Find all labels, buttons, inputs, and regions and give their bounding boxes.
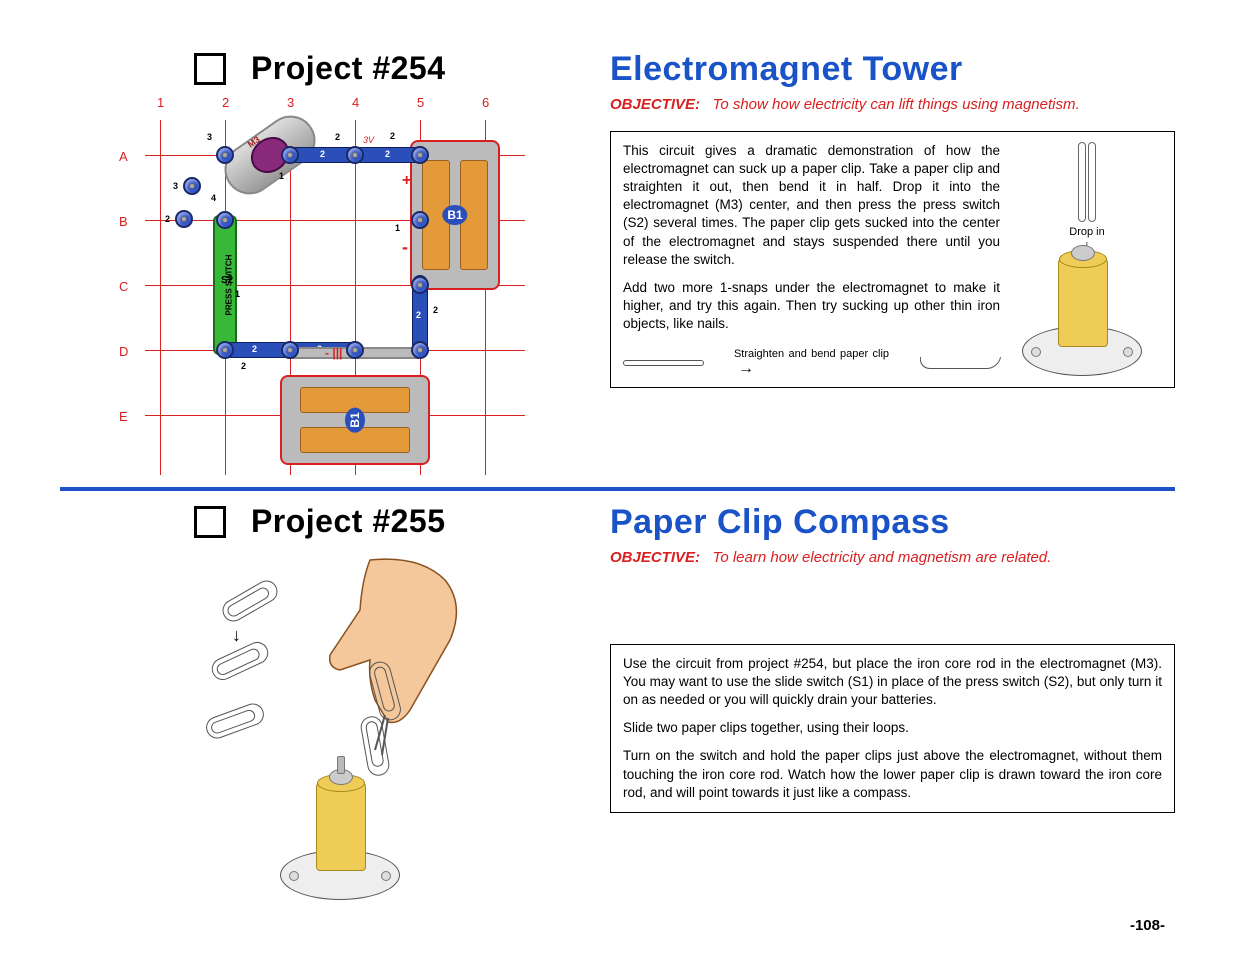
section-divider xyxy=(60,487,1175,491)
pos-icon: + xyxy=(402,172,411,190)
project-254-number: Project #254 xyxy=(251,50,446,87)
row-label: C xyxy=(119,279,128,294)
row-label: B xyxy=(119,214,128,229)
arrow-down-icon: ↓ xyxy=(232,625,241,646)
objective-text: To learn how electricity and magnetism a… xyxy=(713,549,1052,566)
col-label: 6 xyxy=(482,95,489,110)
voltage-label: 3V xyxy=(363,135,374,145)
arrow-right-icon: → xyxy=(738,360,754,377)
project-255-title: Paper Clip Compass xyxy=(610,503,1175,542)
snap xyxy=(216,211,234,229)
project-255-right: Paper Clip Compass OBJECTIVE: To learn h… xyxy=(610,503,1175,900)
snap xyxy=(281,341,299,359)
gridline xyxy=(160,120,161,475)
snap xyxy=(175,210,193,228)
project-255-header: Project #255 xyxy=(60,503,580,540)
snap xyxy=(216,146,234,164)
instruction-text: Use the circuit from project #254, but p… xyxy=(623,655,1162,803)
page-number: -108- xyxy=(1130,917,1165,934)
tower-base-icon xyxy=(280,850,400,900)
project-254-section: Project #254 1 2 3 4 5 6 A B C D E xyxy=(60,50,1175,475)
col-label: 3 xyxy=(287,95,294,110)
project-255-section: Project #255 ↓ xyxy=(60,503,1175,900)
paperclip-straight-icon xyxy=(623,360,704,366)
snap xyxy=(346,341,364,359)
snap xyxy=(411,211,429,229)
checkbox-255[interactable] xyxy=(194,506,226,538)
project-254-right: Electromagnet Tower OBJECTIVE: To show h… xyxy=(610,50,1175,475)
snap xyxy=(216,341,234,359)
row-label: D xyxy=(119,344,128,359)
checkbox-254[interactable] xyxy=(194,53,226,85)
paragraph: Use the circuit from project #254, but p… xyxy=(623,655,1162,710)
objective-label: OBJECTIVE: xyxy=(610,549,700,566)
col-label: 2 xyxy=(222,95,229,110)
project-254-header: Project #254 xyxy=(60,50,580,87)
paragraph: Add two more 1-snaps under the electroma… xyxy=(623,279,1000,334)
col-label: 4 xyxy=(352,95,359,110)
snap xyxy=(411,146,429,164)
snap xyxy=(411,341,429,359)
snap xyxy=(183,177,201,195)
project-255-number: Project #255 xyxy=(251,503,446,540)
paperclip-icon xyxy=(203,700,267,741)
project-254-instructions: This circuit gives a dramatic demonstrat… xyxy=(610,131,1175,389)
objective-text: To show how electricity can lift things … xyxy=(713,96,1080,113)
compass-illustration: ↓ xyxy=(120,550,520,900)
paragraph: Slide two paper clips together, using th… xyxy=(623,719,1162,737)
project-255-objective: OBJECTIVE: To learn how electricity and … xyxy=(610,548,1175,568)
col-label: 1 xyxy=(157,95,164,110)
snap xyxy=(346,146,364,164)
snap xyxy=(281,146,299,164)
battery-b1-bottom: B1 xyxy=(280,375,430,465)
straighten-label: Straighten and bend paper clip xyxy=(734,348,889,360)
tower-base-icon xyxy=(1022,326,1142,376)
battery-label: B1 xyxy=(345,407,365,432)
project-255-instructions: Use the circuit from project #254, but p… xyxy=(610,644,1175,814)
project-255-left: Project #255 ↓ xyxy=(60,503,580,900)
paperclip-bent-icon xyxy=(918,357,1001,369)
row-label: A xyxy=(119,149,128,164)
press-switch-s2: PRESS SWITCH S2 xyxy=(213,215,237,355)
project-254-title: Electromagnet Tower xyxy=(610,50,1175,89)
objective-label: OBJECTIVE: xyxy=(610,96,700,113)
drop-in-label: Drop in xyxy=(1069,226,1104,238)
paragraph: This circuit gives a dramatic demonstrat… xyxy=(623,142,1000,270)
row-label: E xyxy=(119,409,128,424)
neg-icon: - xyxy=(402,237,408,258)
project-254-left: Project #254 1 2 3 4 5 6 A B C D E xyxy=(60,50,580,475)
instruction-text: This circuit gives a dramatic demonstrat… xyxy=(623,142,1000,378)
project-254-objective: OBJECTIVE: To show how electricity can l… xyxy=(610,95,1175,115)
snap xyxy=(411,276,429,294)
paragraph: Turn on the switch and hold the paper cl… xyxy=(623,747,1162,802)
circuit-diagram-254: 1 2 3 4 5 6 A B C D E xyxy=(115,95,525,475)
s2-label: S2 xyxy=(221,275,233,286)
tower-illustration: Drop in ↓ xyxy=(1012,142,1162,378)
col-label: 5 xyxy=(417,95,424,110)
paperclip-example: Straighten and bend paper clip → xyxy=(623,348,1000,378)
